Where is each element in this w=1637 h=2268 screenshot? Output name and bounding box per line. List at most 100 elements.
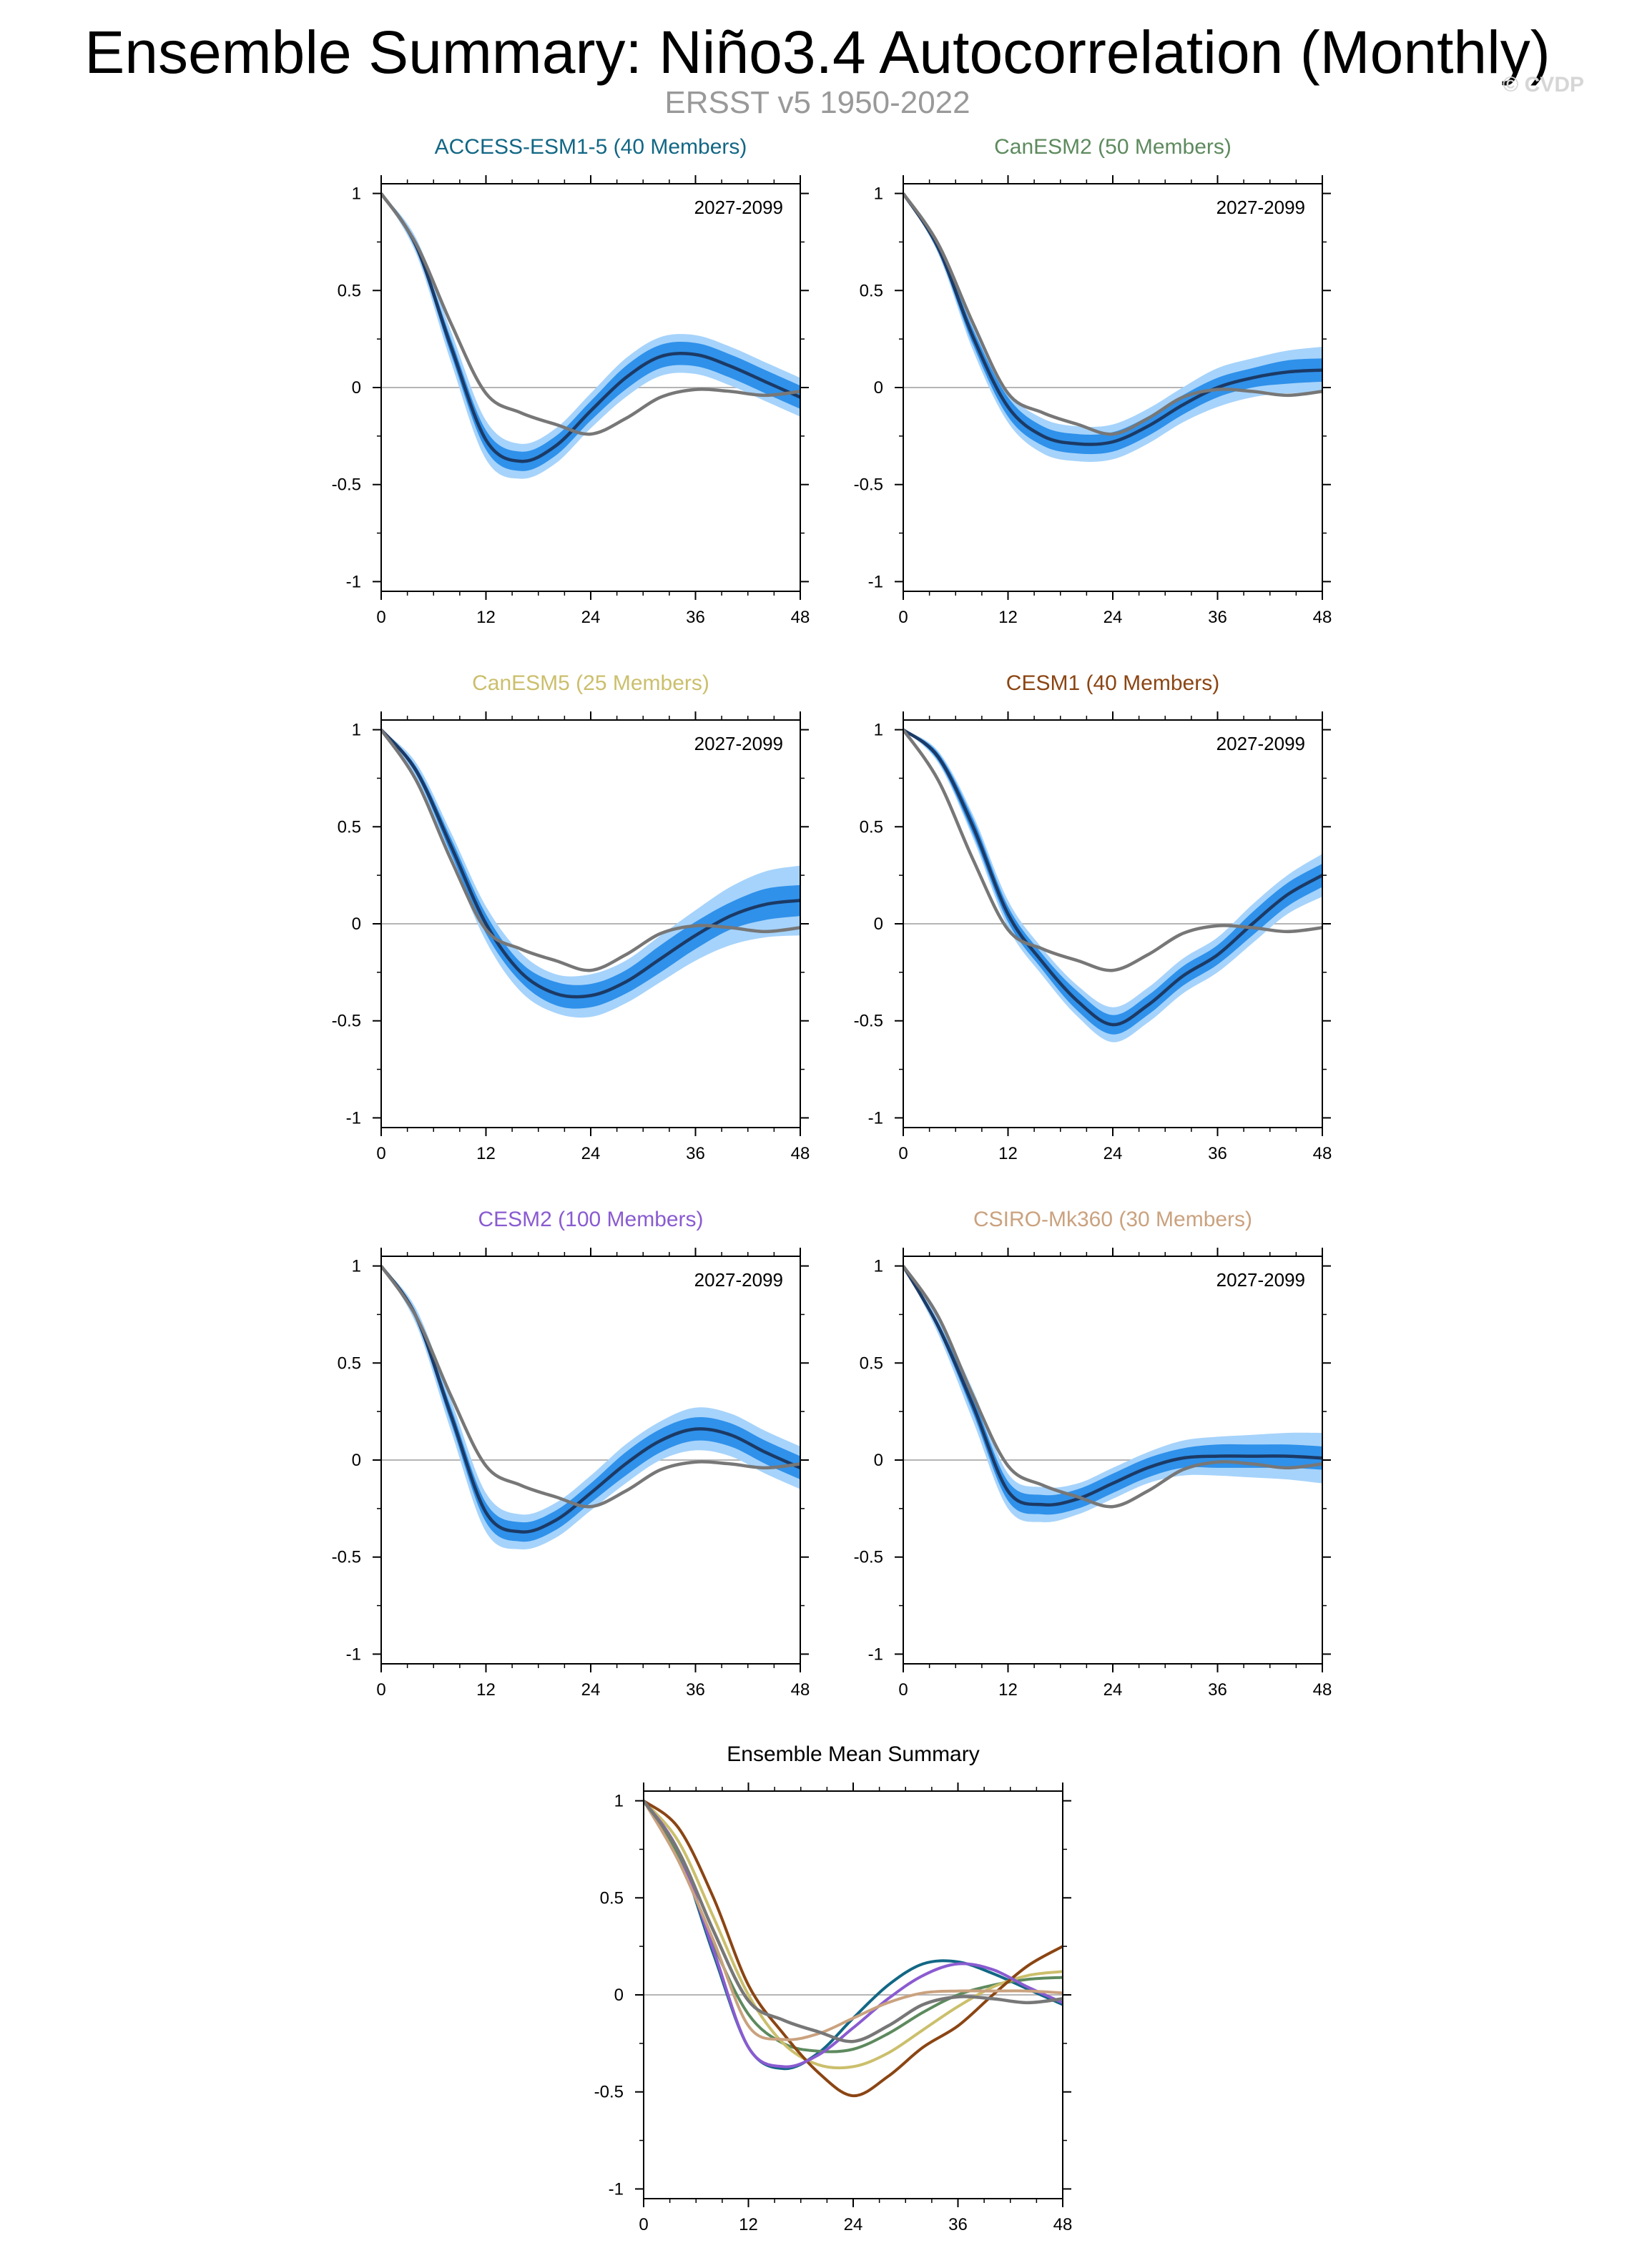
observations-line xyxy=(381,1265,800,1509)
panel-title: CESM2 (100 Members) xyxy=(478,1208,703,1231)
y-tick-label: -1 xyxy=(346,1645,361,1664)
panel-title: CanESM2 (50 Members) xyxy=(994,135,1232,159)
period-label: 2027-2099 xyxy=(1216,733,1305,754)
x-tick-label: 36 xyxy=(1208,1680,1227,1700)
spread-band-outer xyxy=(903,729,1322,1042)
plot-area xyxy=(903,1265,1322,1523)
x-tick-label: 24 xyxy=(1103,1144,1123,1163)
spread-band-outer xyxy=(903,193,1322,462)
x-tick-label: 12 xyxy=(998,1680,1018,1700)
x-tick-label: 48 xyxy=(1053,2215,1073,2234)
x-tick-label: 36 xyxy=(686,608,705,627)
observations-line xyxy=(903,192,1322,436)
panel-title: CESM1 (40 Members) xyxy=(1006,671,1219,695)
y-tick-label: 1 xyxy=(352,721,361,740)
y-tick-label: -0.5 xyxy=(854,1548,883,1567)
y-tick-label: -1 xyxy=(868,1645,883,1664)
x-tick-label: 48 xyxy=(791,1680,810,1700)
panel-title: Ensemble Mean Summary xyxy=(727,1742,979,1766)
x-tick-label: 48 xyxy=(791,1144,810,1163)
chart-panels: ACCESS-ESM1-5 (40 Members) 0 12 24 36 48 1 0.5 0… xyxy=(332,135,1332,2234)
observations-line xyxy=(381,192,800,436)
y-tick-label: -0.5 xyxy=(594,2083,624,2102)
plot-area xyxy=(381,1265,800,1550)
period-label: 2027-2099 xyxy=(694,1269,783,1291)
y-tick-label: 0 xyxy=(874,914,883,934)
x-tick-label: 12 xyxy=(476,1680,496,1700)
plot-area xyxy=(903,192,1322,462)
plot-area xyxy=(644,1799,1063,2098)
x-tick-label: 36 xyxy=(948,2215,968,2234)
y-tick-label: 0 xyxy=(352,378,361,398)
y-tick-label: 1 xyxy=(874,184,883,204)
chart-panel-5: CESM2 (100 Members) 0 12 24 36 48 1 0.5 0 -0.5 -1 2… xyxy=(332,1208,810,1700)
chart-panel-7: Ensemble Mean Summary 0 12 24 36 48 1 0.5 0 -0.5 -… xyxy=(594,1742,1073,2234)
chart-panel-1: ACCESS-ESM1-5 (40 Members) 0 12 24 36 48 1 0.5 0… xyxy=(332,135,810,627)
observations-line xyxy=(903,1265,1322,1509)
y-tick-label: -1 xyxy=(868,1108,883,1128)
y-tick-label: 0.5 xyxy=(338,281,361,300)
y-tick-label: -1 xyxy=(346,572,361,591)
panel-title: CSIRO-Mk360 (30 Members) xyxy=(973,1208,1252,1231)
chart-panel-2: CanESM2 (50 Members) 0 12 24 36 48 1 0.5 0 -0.5 -1… xyxy=(854,135,1332,627)
y-tick-label: 1 xyxy=(352,184,361,204)
x-tick-label: 0 xyxy=(639,2215,648,2234)
y-tick-label: 0 xyxy=(614,1986,624,2005)
period-label: 2027-2099 xyxy=(1216,197,1305,218)
y-tick-label: -0.5 xyxy=(854,1012,883,1031)
y-tick-label: 0.5 xyxy=(860,1354,883,1373)
observations-line xyxy=(381,729,800,972)
ensemble-mean-line xyxy=(381,729,800,999)
y-tick-label: 1 xyxy=(874,1257,883,1276)
series-line-cesm2 xyxy=(644,1800,1063,2069)
observations-line xyxy=(903,729,1322,972)
x-tick-label: 0 xyxy=(898,608,908,627)
series-line-canesm5 xyxy=(644,1800,1063,2070)
period-label: 2027-2099 xyxy=(694,733,783,754)
ensemble-mean-line xyxy=(381,1265,800,1534)
x-tick-label: 36 xyxy=(1208,1144,1227,1163)
x-tick-label: 0 xyxy=(898,1144,908,1163)
x-tick-label: 0 xyxy=(376,1680,385,1700)
x-tick-label: 12 xyxy=(998,608,1018,627)
x-tick-label: 0 xyxy=(898,1680,908,1700)
y-tick-label: -1 xyxy=(868,572,883,591)
x-tick-label: 36 xyxy=(1208,608,1227,627)
spread-band-inner xyxy=(903,1266,1322,1515)
y-tick-label: 0.5 xyxy=(338,817,361,837)
x-tick-label: 48 xyxy=(1313,1680,1332,1700)
y-tick-label: 0 xyxy=(874,1451,883,1470)
chart-panel-4: CESM1 (40 Members) 0 12 24 36 48 1 0.5 0 -0.5 -1 20… xyxy=(854,671,1332,1163)
ensemble-mean-line xyxy=(903,728,1322,1027)
x-tick-label: 24 xyxy=(1103,1680,1123,1700)
x-tick-label: 24 xyxy=(1103,608,1123,627)
y-tick-label: 1 xyxy=(874,721,883,740)
x-tick-label: 36 xyxy=(686,1144,705,1163)
x-tick-label: 24 xyxy=(844,2215,863,2234)
y-tick-label: -1 xyxy=(609,2179,624,2199)
figure-title: Ensemble Summary: Niño3.4 Autocorrelatio… xyxy=(84,19,1550,86)
spread-band-inner xyxy=(381,1266,800,1542)
plot-area xyxy=(381,192,800,479)
x-tick-label: 24 xyxy=(581,1680,601,1700)
plot-area xyxy=(903,728,1322,1042)
x-tick-label: 36 xyxy=(686,1680,705,1700)
y-tick-label: 0.5 xyxy=(860,817,883,837)
x-tick-label: 24 xyxy=(581,608,601,627)
panel-title: ACCESS-ESM1-5 (40 Members) xyxy=(435,135,747,159)
x-tick-label: 48 xyxy=(1313,608,1332,627)
series-line-cesm1 xyxy=(644,1799,1063,2098)
y-tick-label: -0.5 xyxy=(332,1548,361,1567)
y-tick-label: 0 xyxy=(352,914,361,934)
panel-title: CanESM5 (25 Members) xyxy=(472,671,709,695)
y-tick-label: 0.5 xyxy=(338,1354,361,1373)
spread-band-outer xyxy=(381,729,800,1018)
ensemble-mean-line xyxy=(903,192,1322,446)
y-tick-label: 0 xyxy=(352,1451,361,1470)
period-label: 2027-2099 xyxy=(694,197,783,218)
observations-line xyxy=(644,1800,1063,2043)
x-tick-label: 24 xyxy=(581,1144,601,1163)
y-tick-label: 0.5 xyxy=(600,1888,624,1908)
spread-band-inner xyxy=(381,729,800,1009)
x-tick-label: 12 xyxy=(476,1144,496,1163)
